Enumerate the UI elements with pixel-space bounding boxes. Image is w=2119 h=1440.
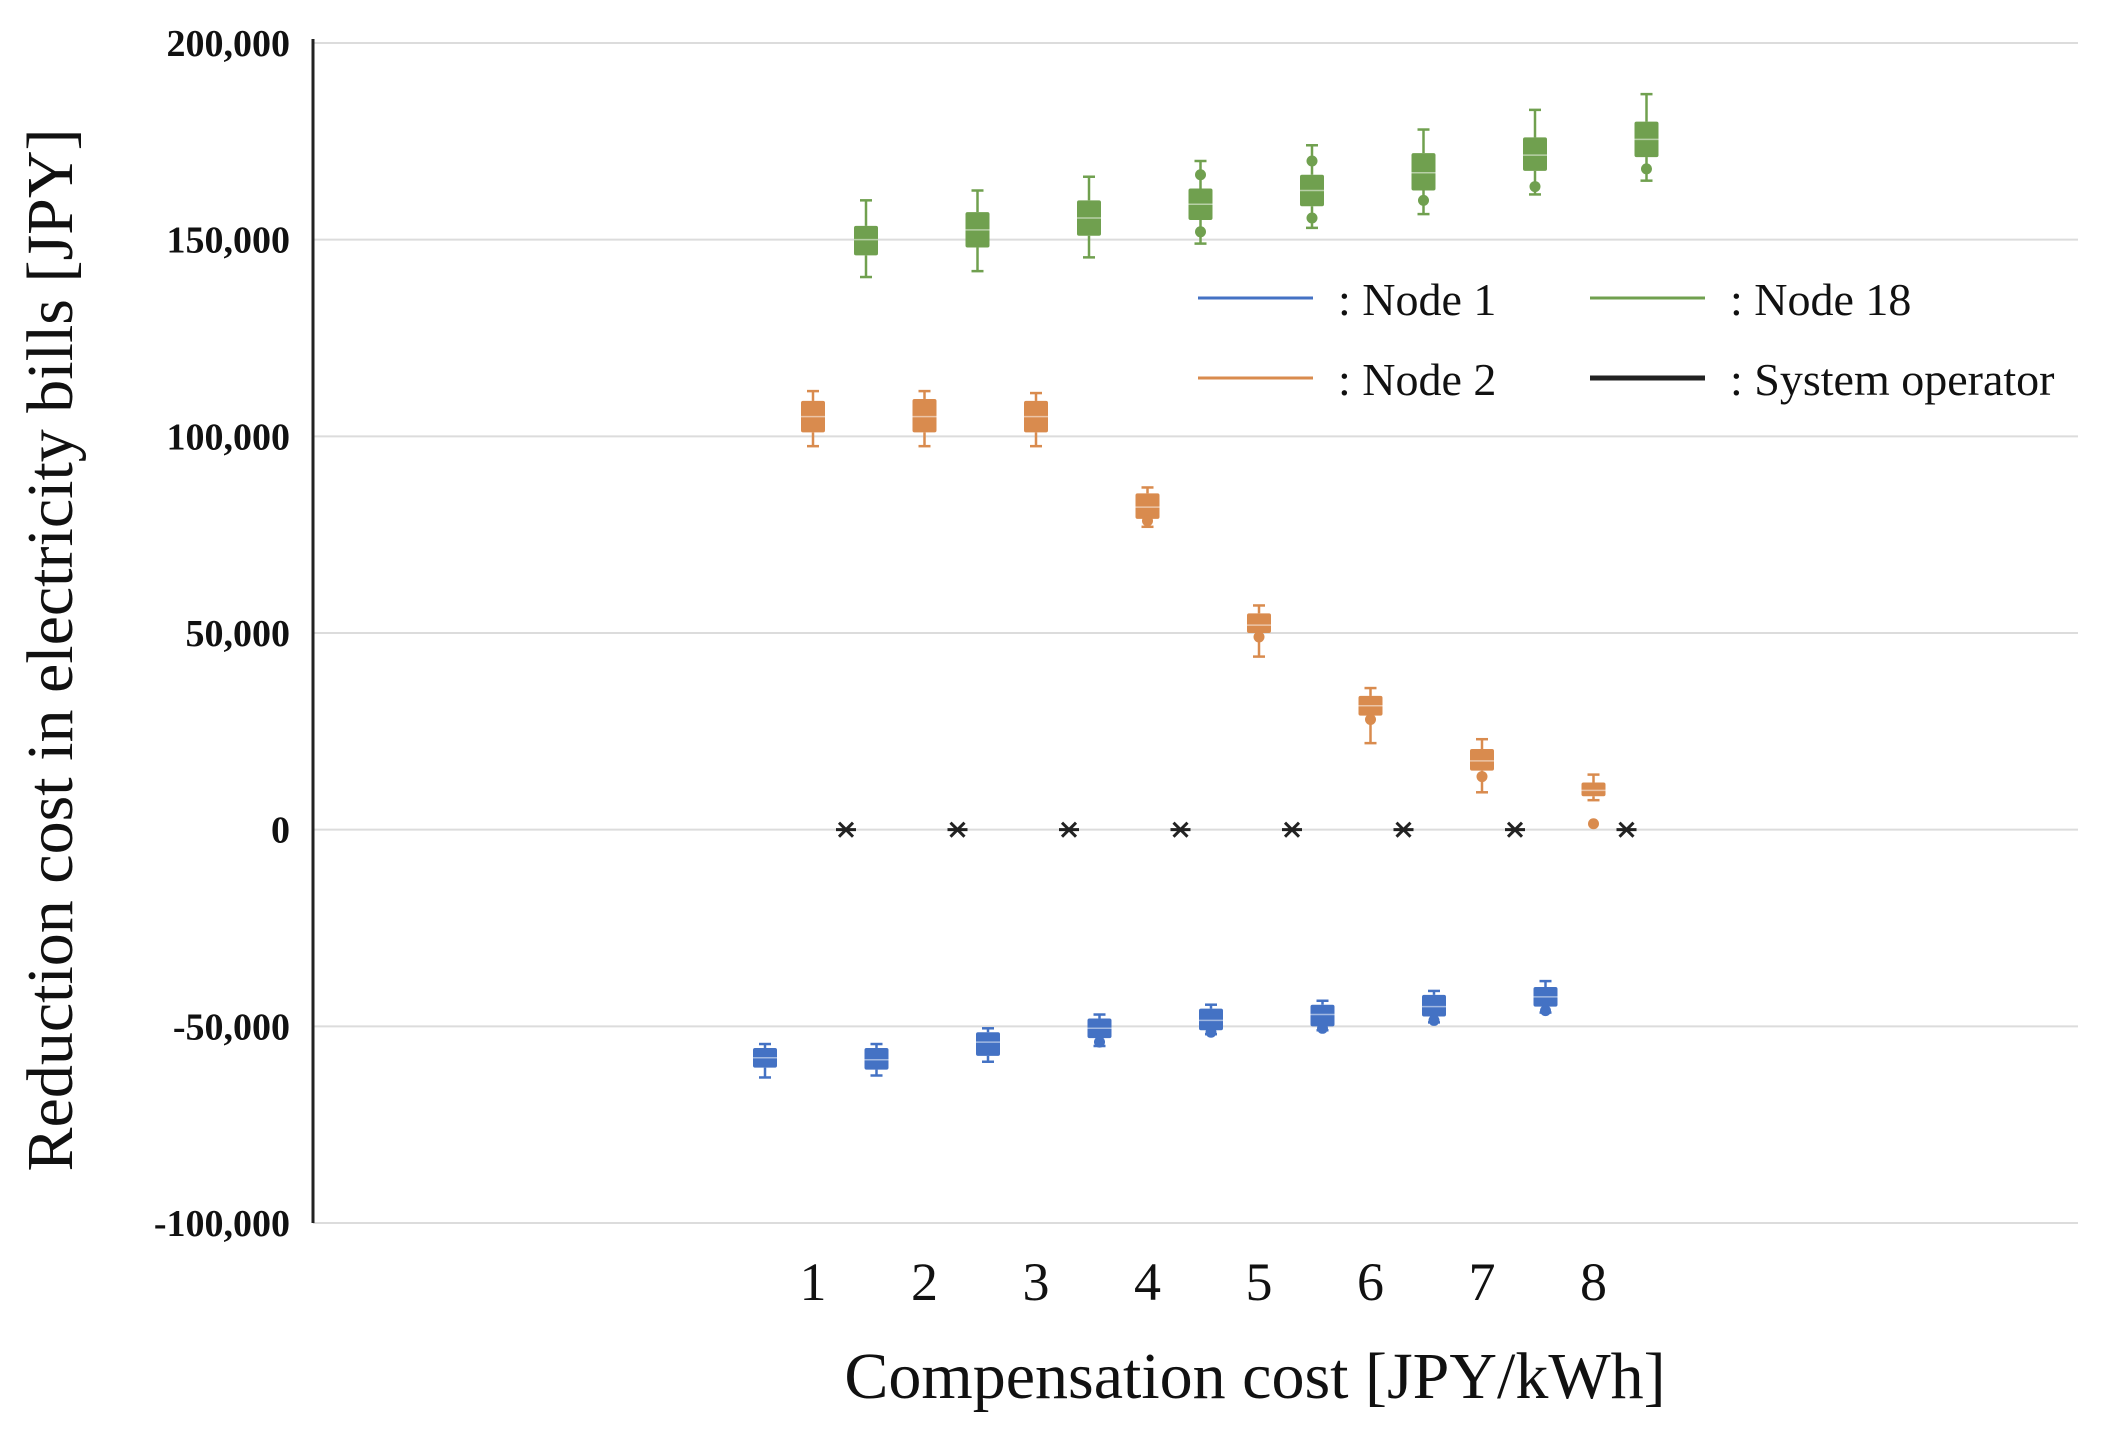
x-tick-label: 3 bbox=[1023, 1252, 1050, 1312]
y-tick-label: 0 bbox=[271, 810, 290, 852]
outlier-point bbox=[1195, 226, 1206, 238]
legend-label: : Node 2 bbox=[1338, 354, 1496, 405]
legend-item: : Node 2 bbox=[1198, 354, 1496, 405]
box bbox=[912, 398, 937, 433]
box bbox=[1310, 1004, 1335, 1027]
x-tick-label: 7 bbox=[1469, 1252, 1496, 1312]
y-tick-label: 50,000 bbox=[186, 613, 291, 655]
y-tick-label: 150,000 bbox=[167, 220, 291, 262]
legend-item: : Node 18 bbox=[1590, 274, 1911, 325]
box bbox=[1470, 749, 1494, 771]
x-axis-title: Compensation cost [JPY/kWh] bbox=[844, 1340, 1665, 1413]
box bbox=[1135, 493, 1160, 519]
outlier-point bbox=[1205, 1026, 1217, 1038]
box bbox=[864, 1047, 889, 1070]
box-marks bbox=[753, 92, 1659, 1079]
box bbox=[854, 225, 878, 256]
outlier-point bbox=[1529, 181, 1541, 193]
outlier-point bbox=[1540, 1005, 1551, 1017]
box bbox=[1523, 137, 1547, 171]
box bbox=[1422, 994, 1446, 1017]
outlier-point bbox=[1306, 212, 1318, 224]
x-tick-labels: 1 2 3 4 5 6 7 8 bbox=[800, 1252, 1608, 1312]
legend-label: : Node 18 bbox=[1730, 274, 1911, 325]
x-tick-label: 2 bbox=[911, 1252, 938, 1312]
box bbox=[1581, 782, 1606, 797]
outlier-point bbox=[1476, 771, 1488, 783]
system-operator-marker bbox=[1506, 821, 1524, 838]
y-tick-label: -50,000 bbox=[173, 1006, 290, 1048]
system-operator-marker bbox=[1172, 821, 1189, 838]
outlier-point bbox=[1317, 1022, 1328, 1034]
outlier-point bbox=[1306, 155, 1318, 167]
outlier-point bbox=[1094, 1036, 1105, 1048]
x-tick-label: 5 bbox=[1246, 1252, 1273, 1312]
y-axis-title: Reduction cost in electricity bills [JPY… bbox=[14, 129, 87, 1172]
outlier-point bbox=[1641, 163, 1652, 175]
system-operator-marker bbox=[837, 821, 855, 838]
system-operator-marker bbox=[1618, 821, 1635, 838]
legend-item: : Node 1 bbox=[1198, 274, 1496, 325]
outlier-point bbox=[1418, 194, 1429, 206]
box bbox=[976, 1032, 1000, 1056]
system-operator-marker bbox=[949, 821, 966, 838]
series-node-1 bbox=[753, 979, 1558, 1079]
gridlines bbox=[313, 42, 2078, 1224]
y-tick-labels: 200,000 150,000 100,000 50,000 0 -50,000 -100,… bbox=[154, 23, 290, 1245]
outlier-point bbox=[1365, 714, 1376, 726]
x-tick-label: 6 bbox=[1357, 1252, 1384, 1312]
box bbox=[1247, 613, 1271, 633]
x-tick-label: 8 bbox=[1580, 1252, 1607, 1312]
legend-label: : Node 1 bbox=[1338, 274, 1496, 325]
legend-item: : System operator bbox=[1590, 354, 2055, 405]
series-node-2 bbox=[801, 389, 1606, 830]
outlier-point bbox=[1428, 1014, 1440, 1026]
box bbox=[1411, 153, 1436, 191]
system-operator-marker bbox=[1060, 821, 1078, 838]
legend-label: : System operator bbox=[1730, 354, 2055, 405]
box bbox=[1199, 1008, 1223, 1031]
x-tick-label: 1 bbox=[800, 1252, 827, 1312]
outlier-point bbox=[1195, 169, 1206, 181]
system-operator-marker bbox=[1395, 821, 1412, 838]
series-system-operator bbox=[836, 821, 1637, 838]
outlier-point bbox=[1253, 631, 1265, 643]
system-operator-marker bbox=[1283, 821, 1301, 838]
x-tick-label: 4 bbox=[1134, 1252, 1161, 1312]
y-tick-label: 200,000 bbox=[167, 23, 291, 65]
y-tick-label: -100,000 bbox=[154, 1203, 290, 1245]
y-tick-label: 100,000 bbox=[167, 416, 291, 458]
outlier-point bbox=[1588, 818, 1599, 830]
series-node-18 bbox=[854, 92, 1659, 279]
legend: : Node 1 : Node 18 : Node 2 : System operat… bbox=[1198, 274, 2055, 405]
outlier-point bbox=[1142, 515, 1153, 527]
